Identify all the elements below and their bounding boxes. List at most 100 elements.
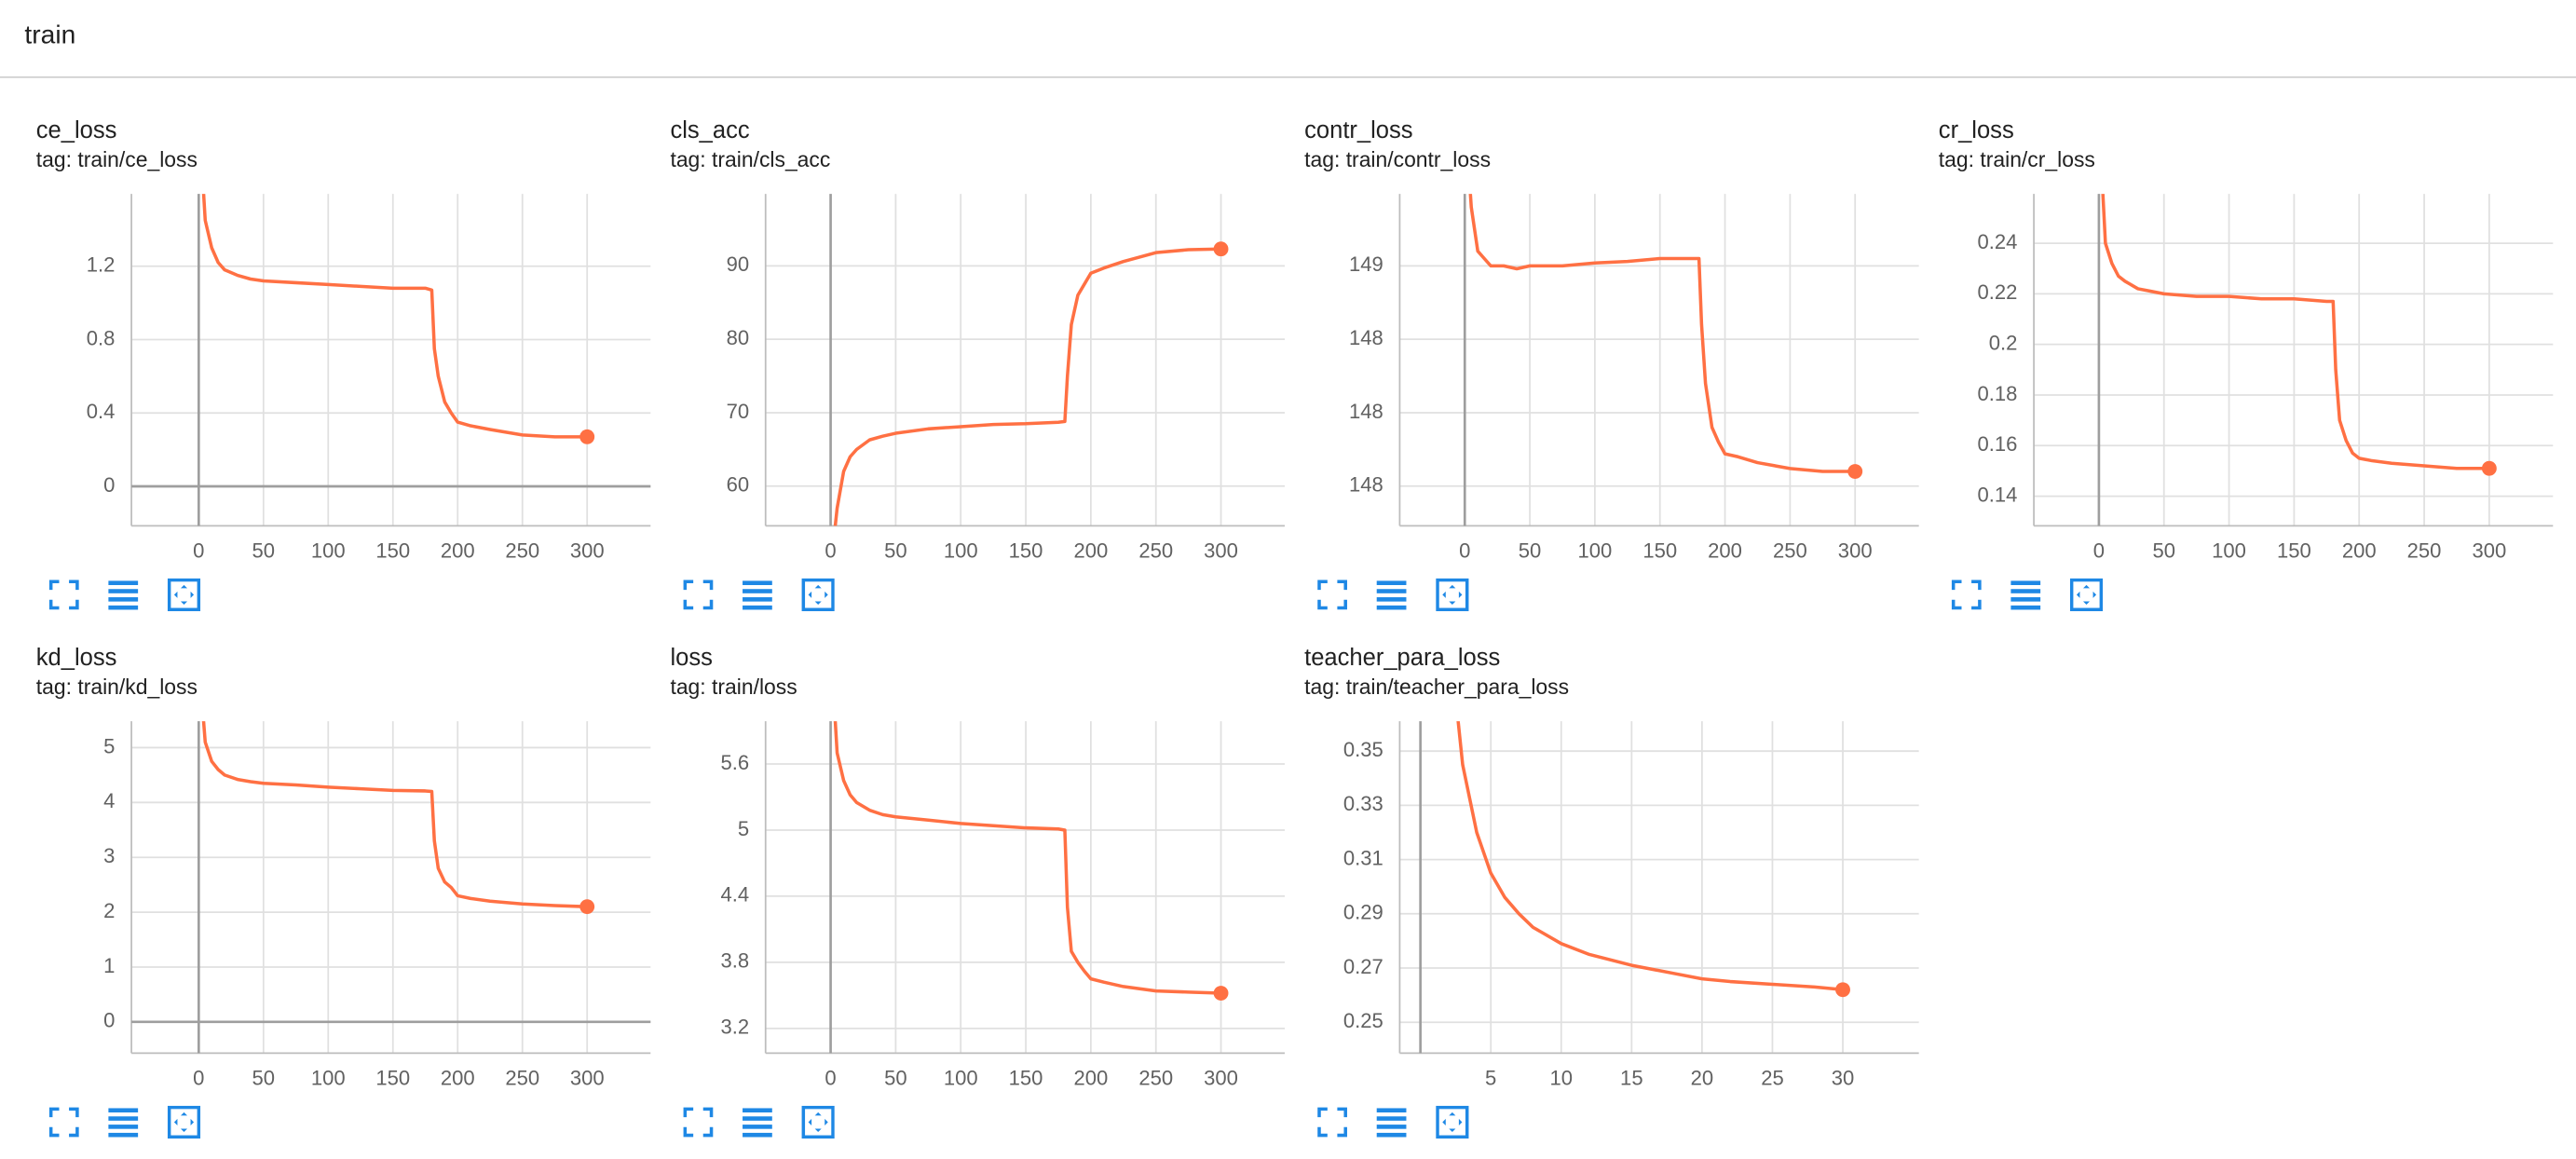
chart-subtitle: tag: train/loss <box>670 675 797 699</box>
y-tick-label: 148 <box>1349 473 1383 497</box>
y-tick-label: 0.33 <box>1343 792 1383 815</box>
log-scale-button[interactable] <box>1376 1108 1407 1138</box>
y-tick-label: 0.25 <box>1343 1009 1383 1032</box>
last-point <box>1213 241 1229 257</box>
last-point <box>1835 982 1850 998</box>
x-tick-label: 250 <box>505 1066 539 1089</box>
log-scale-button[interactable] <box>108 580 139 610</box>
plot-area <box>201 721 588 908</box>
fullscreen-button[interactable] <box>683 580 714 610</box>
x-tick-label: 15 <box>1620 1066 1643 1089</box>
y-tick-label: 0.4 <box>87 400 116 423</box>
x-tick-label: 150 <box>2277 539 2311 562</box>
chart-subtitle: tag: train/ce_loss <box>36 147 198 171</box>
x-tick-label: 250 <box>1773 539 1807 562</box>
x-tick-label: 0 <box>193 1066 204 1089</box>
chart-title: cls_acc <box>670 117 749 143</box>
chart-title: ce_loss <box>36 117 117 143</box>
x-tick-label: 300 <box>1204 1066 1238 1089</box>
plot-area <box>1456 721 1844 992</box>
plot-area <box>201 194 588 439</box>
y-tick-label: 0.8 <box>87 326 116 349</box>
series-line <box>1468 194 1856 473</box>
fullscreen-button[interactable] <box>1317 1107 1347 1138</box>
y-tick-label: 0.14 <box>1978 483 2018 506</box>
y-tick-label: 0.35 <box>1343 738 1383 761</box>
fit-domain-button[interactable] <box>801 1105 835 1139</box>
x-tick-label: 250 <box>1138 539 1173 562</box>
fit-domain-button[interactable] <box>1436 1105 1469 1139</box>
y-tick-label: 1 <box>103 954 115 977</box>
log-scale-button[interactable] <box>743 580 772 610</box>
chart-title: loss <box>670 645 712 671</box>
x-tick-label: 0 <box>825 1066 836 1089</box>
fit-domain-button[interactable] <box>2069 578 2104 612</box>
x-tick-label: 250 <box>505 539 539 562</box>
series-line <box>2101 194 2489 470</box>
x-tick-label: 150 <box>375 1066 410 1089</box>
fullscreen-button[interactable] <box>48 580 79 610</box>
fit-domain-button[interactable] <box>167 1105 201 1139</box>
y-tick-label: 2 <box>103 899 115 922</box>
x-tick-label: 200 <box>1074 539 1109 562</box>
log-scale-button[interactable] <box>1376 580 1407 610</box>
fit-domain-button[interactable] <box>801 578 835 612</box>
log-scale-button[interactable] <box>743 1108 772 1138</box>
x-tick-label: 150 <box>1009 1066 1043 1089</box>
last-point <box>1847 464 1863 479</box>
fullscreen-button[interactable] <box>1317 580 1347 610</box>
x-tick-label: 0 <box>193 539 204 562</box>
y-tick-label: 0.27 <box>1343 955 1383 978</box>
y-tick-label: 3 <box>103 844 115 867</box>
y-tick-label: 5 <box>103 734 115 757</box>
last-point <box>1213 986 1229 1001</box>
y-tick-label: 0 <box>103 473 115 497</box>
x-tick-label: 300 <box>570 1066 605 1089</box>
x-tick-label: 25 <box>1761 1066 1784 1089</box>
chart-title: teacher_para_loss <box>1304 645 1500 671</box>
last-point <box>579 899 595 915</box>
plot-area <box>2101 194 2489 470</box>
y-tick-label: 4.4 <box>720 883 749 907</box>
x-tick-label: 250 <box>2407 539 2442 562</box>
fullscreen-button[interactable] <box>48 1107 79 1138</box>
fit-domain-button[interactable] <box>167 578 201 612</box>
chart-subtitle: tag: train/teacher_para_loss <box>1304 675 1569 699</box>
y-tick-label: 149 <box>1349 252 1383 276</box>
x-tick-label: 100 <box>311 1066 346 1089</box>
chart-subtitle: tag: train/kd_loss <box>36 675 198 699</box>
series-line <box>201 194 588 439</box>
fit-domain-button[interactable] <box>1436 578 1469 612</box>
x-tick-label: 0 <box>1459 539 1470 562</box>
x-tick-label: 300 <box>2472 539 2506 562</box>
x-tick-label: 300 <box>1204 539 1238 562</box>
y-tick-label: 5 <box>738 817 749 840</box>
fullscreen-button[interactable] <box>1951 580 1982 610</box>
plot-area <box>833 247 1221 526</box>
x-tick-label: 50 <box>884 1066 907 1089</box>
y-tick-label: 80 <box>727 326 750 349</box>
y-tick-label: 5.6 <box>720 751 749 774</box>
x-tick-label: 300 <box>1838 539 1873 562</box>
x-tick-label: 50 <box>2152 539 2175 562</box>
x-tick-label: 250 <box>1138 1066 1173 1089</box>
y-tick-label: 0.2 <box>1989 332 2018 355</box>
x-tick-label: 20 <box>1691 1066 1714 1089</box>
y-tick-label: 0.24 <box>1978 230 2018 253</box>
series-line <box>1456 721 1844 992</box>
y-tick-label: 0.18 <box>1978 382 2018 405</box>
x-tick-label: 100 <box>311 539 346 562</box>
log-scale-button[interactable] <box>108 1108 139 1138</box>
series-line <box>833 247 1221 526</box>
plot-area <box>833 721 1221 995</box>
fullscreen-button[interactable] <box>683 1107 714 1138</box>
x-tick-label: 100 <box>1578 539 1613 562</box>
x-tick-label: 10 <box>1550 1066 1574 1089</box>
x-tick-label: 0 <box>825 539 836 562</box>
header-title: train <box>24 19 75 48</box>
log-scale-button[interactable] <box>2010 580 2041 610</box>
x-tick-label: 5 <box>1485 1066 1496 1089</box>
x-tick-label: 50 <box>884 539 907 562</box>
y-tick-label: 3.8 <box>720 949 749 973</box>
last-point <box>2481 460 2497 476</box>
